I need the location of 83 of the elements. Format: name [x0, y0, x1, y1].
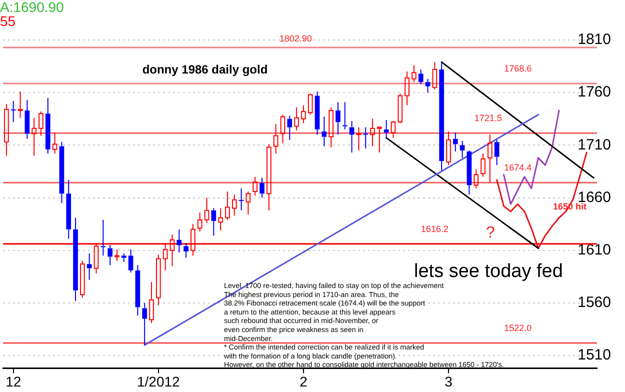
- text: A:1690.90: [0, 0, 64, 15]
- ref-line-label: 1522.0: [504, 322, 532, 333]
- candlestick: [252, 176, 258, 196]
- candlestick: [232, 194, 237, 216]
- candlestick: [52, 132, 58, 154]
- candlestick: [66, 179, 72, 240]
- candlestick: [176, 228, 182, 253]
- candlestick: [32, 117, 36, 156]
- candlestick: [439, 62, 444, 171]
- candlestick: [86, 253, 92, 280]
- candlestick: [322, 116, 327, 147]
- candlestick: [480, 153, 486, 178]
- candlestick: [149, 281, 154, 324]
- candlestick: [460, 140, 465, 158]
- candlestick: [225, 190, 230, 220]
- y-tick-label: 1560: [578, 294, 611, 312]
- candlestick: [38, 111, 44, 136]
- candlestick: [425, 78, 430, 94]
- candlestick: [280, 114, 286, 144]
- candlestick: [494, 139, 500, 166]
- candlestick: [314, 91, 320, 136]
- candlestick: [342, 102, 348, 130]
- y-tick-label: 1710: [578, 136, 611, 154]
- candlestick: [446, 131, 451, 166]
- x-tick-label: 2: [300, 373, 308, 390]
- candlestick: [363, 126, 368, 149]
- candlestick: [128, 248, 134, 273]
- candlestick: [328, 106, 334, 148]
- candlestick: [356, 126, 362, 151]
- y-tick-label: 1810: [578, 31, 611, 48]
- candlestick: [488, 134, 492, 183]
- y-tick-label: 1510: [578, 346, 611, 364]
- candlestick: [108, 244, 112, 266]
- candlestick: [204, 197, 210, 224]
- candlestick: [418, 68, 424, 85]
- candlestick: [211, 208, 216, 236]
- text: 55: [0, 12, 16, 29]
- candlestick: [184, 242, 188, 258]
- candlestick: [142, 302, 148, 346]
- candlestick: [73, 217, 78, 302]
- annotation: ?: [486, 224, 495, 242]
- text: donny 1986 daily gold: [142, 62, 268, 76]
- candlestick: [452, 132, 458, 152]
- candlestick: [59, 142, 64, 204]
- candlestick: [156, 254, 161, 306]
- candlestick: [266, 144, 272, 211]
- x-tick-label: 1/2012: [136, 373, 180, 390]
- candlestick: [4, 104, 9, 156]
- candlestick: [45, 97, 50, 154]
- candlestick: [246, 190, 251, 216]
- candlestick: [384, 119, 389, 140]
- candlestick: [260, 177, 264, 198]
- candlestick: [218, 208, 223, 231]
- y-tick-label: 1760: [578, 84, 611, 101]
- candlestick: [238, 188, 244, 211]
- candlestick: [121, 253, 126, 262]
- candlestick: [377, 126, 382, 154]
- y-tick-label: 1610: [578, 242, 611, 259]
- candlestick: [273, 124, 278, 154]
- candlestick: [287, 115, 292, 140]
- ref-line-label: 1674.4: [504, 162, 532, 173]
- ref-line-label: 1721.5: [474, 113, 502, 124]
- candlestick: [135, 264, 140, 316]
- candlestick: [301, 104, 306, 124]
- ref-line-label: 1768.6: [504, 64, 532, 74]
- ref-line-label: 1616.2: [420, 224, 448, 234]
- candlestick: [336, 102, 340, 136]
- candlestick: [466, 150, 472, 196]
- candlestick: [114, 248, 120, 262]
- candlestick: [10, 100, 16, 123]
- candlestick: [370, 118, 375, 147]
- ref-line-label: 1802.90: [279, 33, 312, 44]
- candlestick: [412, 64, 416, 83]
- candlestick: [197, 212, 202, 232]
- candlestick: [100, 219, 106, 256]
- x-tick-label: 3: [444, 373, 453, 390]
- x-tick-label: 12: [6, 373, 22, 390]
- candlestick: [432, 62, 438, 90]
- candlestick: [18, 91, 23, 118]
- candlestick: [294, 106, 299, 131]
- candlestick: [404, 71, 410, 106]
- candlestick: [24, 99, 30, 140]
- annotation: lets see today fed: [414, 261, 563, 282]
